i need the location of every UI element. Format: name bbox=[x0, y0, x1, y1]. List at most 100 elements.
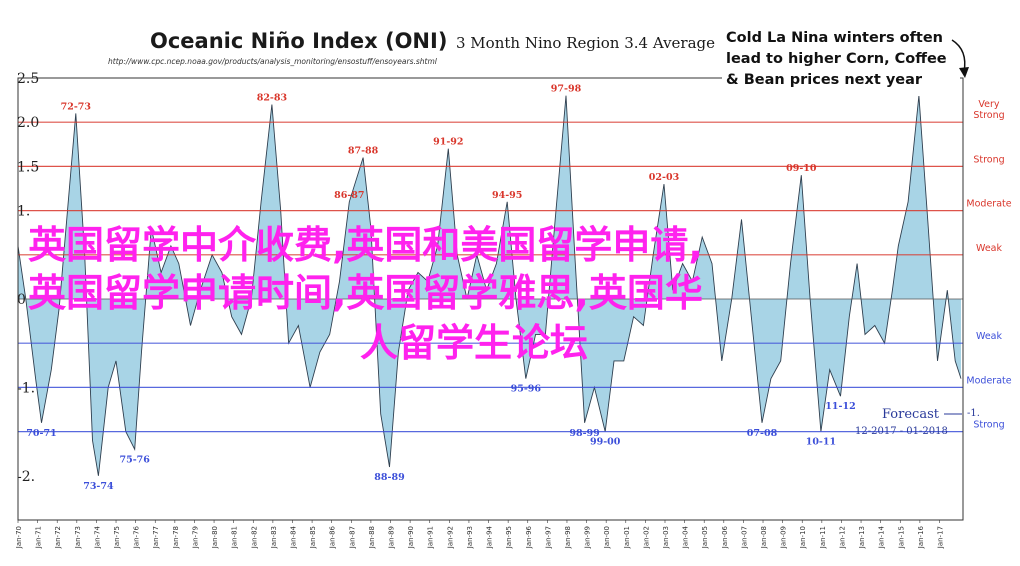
x-tick-6: Jan-76 bbox=[133, 525, 141, 549]
la-nina-label-3: 88-89 bbox=[374, 472, 405, 483]
note-line-3: & Bean prices next year bbox=[726, 72, 923, 88]
threshold-label-2-0: Moderate bbox=[966, 199, 1011, 210]
x-tick-20: Jan-90 bbox=[407, 526, 415, 549]
plot-frame bbox=[17, 77, 964, 521]
y-tick-1: 2.0 bbox=[17, 115, 39, 131]
y-tick-3: 1. bbox=[17, 204, 30, 220]
threshold-label-6-0: Strong bbox=[973, 420, 1004, 431]
el-nino-label-6: 97-98 bbox=[551, 84, 582, 95]
x-tick-18: Jan-88 bbox=[368, 526, 376, 549]
y-tick-9: -2. bbox=[17, 469, 35, 485]
y-axis: 2.5 2.0 1.5 1. 0 -1. -2. bbox=[17, 71, 39, 485]
x-tick-31: Jan-01 bbox=[623, 526, 631, 549]
x-tick-34: Jan-04 bbox=[682, 525, 690, 549]
x-tick-12: Jan-82 bbox=[250, 526, 258, 549]
la-nina-label-5: 98-99 bbox=[569, 428, 600, 439]
x-tick-37: Jan-07 bbox=[740, 526, 748, 549]
el-nino-label-8: 09-10 bbox=[786, 163, 817, 174]
threshold-lines: VeryStrongStrongModerateWeakWeakModerate… bbox=[18, 99, 1012, 433]
x-tick-40: Jan-10 bbox=[799, 526, 807, 549]
x-tick-7: Jan-77 bbox=[152, 526, 160, 549]
x-tick-33: Jan-03 bbox=[662, 526, 670, 549]
y-tick-0: 2.5 bbox=[17, 71, 39, 87]
la-nina-label-6: 99-00 bbox=[590, 437, 621, 448]
threshold-label-1-0: Strong bbox=[973, 154, 1004, 165]
forecast-range: 12-2017 - 01-2018 bbox=[855, 426, 948, 437]
forecast-label: Forecast bbox=[882, 407, 940, 422]
chart-subtitle: 3 Month Nino Region 3.4 Average bbox=[456, 34, 715, 52]
x-tick-29: Jan-99 bbox=[584, 526, 592, 549]
y-tick-2: 1.5 bbox=[17, 159, 39, 175]
x-tick-43: Jan-13 bbox=[858, 526, 866, 549]
x-axis: Jan-70 Jan-71 Jan-72 Jan-73 Jan-74 Jan-75 Jan-… bbox=[15, 520, 945, 549]
x-tick-32: Jan-02 bbox=[642, 526, 650, 549]
overlay-text: 英国留学中介收费,英国和美国留学申请, 英国留学申请时间,英国留学雅思,英国华 … bbox=[28, 223, 703, 365]
x-tick-26: Jan-96 bbox=[525, 525, 533, 549]
threshold-label-4-0: Weak bbox=[976, 331, 1003, 342]
x-tick-1: Jan-71 bbox=[35, 526, 43, 549]
overlay-line-2: 英国留学申请时间,英国留学雅思,英国华 bbox=[28, 271, 703, 315]
el-nino-label-3: 87-88 bbox=[348, 146, 379, 157]
x-tick-28: Jan-98 bbox=[564, 526, 572, 549]
threshold-label-3-0: Weak bbox=[976, 243, 1003, 254]
x-tick-10: Jan-80 bbox=[211, 526, 219, 549]
la-nina-label-7: 07-08 bbox=[747, 428, 778, 439]
note-background bbox=[722, 24, 960, 96]
source-url: http://www.cpc.ncep.noaa.gov/products/an… bbox=[108, 57, 438, 66]
x-tick-45: Jan-15 bbox=[897, 526, 905, 549]
x-tick-0: Jan-70 bbox=[15, 526, 23, 549]
x-tick-27: Jan-97 bbox=[544, 526, 552, 549]
x-tick-3: Jan-73 bbox=[74, 526, 82, 549]
la-nina-label-8: 10-11 bbox=[806, 437, 836, 448]
overlay-line-3: 人留学生论坛 bbox=[360, 321, 588, 365]
x-tick-44: Jan-14 bbox=[878, 525, 886, 549]
x-tick-47: Jan-17 bbox=[937, 526, 945, 549]
x-tick-21: Jan-91 bbox=[427, 526, 435, 549]
el-nino-label-0: 72-73 bbox=[61, 101, 91, 112]
x-tick-15: Jan-85 bbox=[309, 526, 317, 549]
threshold-label-5-0: Moderate bbox=[966, 375, 1011, 386]
x-tick-24: Jan-94 bbox=[486, 525, 494, 549]
x-tick-41: Jan-11 bbox=[819, 526, 827, 549]
la-nina-label-2: 75-76 bbox=[120, 454, 151, 465]
el-nino-label-7: 02-03 bbox=[649, 172, 679, 183]
x-tick-30: Jan-00 bbox=[603, 526, 611, 549]
la-nina-label-9: 11-12 bbox=[825, 401, 855, 412]
overlay-line-1: 英国留学中介收费,英国和美国留学申请, bbox=[28, 223, 703, 267]
threshold-label-0-0: Very bbox=[978, 99, 1000, 110]
forecast-value: -1. bbox=[967, 408, 980, 419]
forecast-annotation: Forecast 12-2017 - 01-2018 -1. bbox=[855, 407, 980, 437]
x-tick-36: Jan-06 bbox=[721, 525, 729, 549]
el-nino-label-2: 86-87 bbox=[334, 190, 364, 201]
threshold-label-0-1: Strong bbox=[973, 110, 1004, 121]
x-tick-14: Jan-84 bbox=[290, 525, 298, 549]
la-nina-label-0: 70-71 bbox=[26, 428, 56, 439]
x-tick-19: Jan-89 bbox=[388, 526, 396, 549]
chart-title: Oceanic Niño Index (ONI) bbox=[150, 29, 447, 53]
x-tick-9: Jan-79 bbox=[192, 526, 200, 549]
x-tick-35: Jan-05 bbox=[701, 526, 709, 549]
note-line-1: Cold La Nina winters often bbox=[726, 30, 943, 46]
x-tick-11: Jan-81 bbox=[231, 526, 239, 549]
x-tick-42: Jan-12 bbox=[838, 526, 846, 549]
la-nina-label-4: 95-96 bbox=[511, 384, 542, 395]
x-tick-2: Jan-72 bbox=[54, 526, 62, 549]
oni-area-0 bbox=[18, 95, 961, 476]
el-nino-label-1: 82-83 bbox=[257, 93, 287, 104]
event-labels: 72-73 82-83 86-87 87-88 91-92 94-95 97-98 02-03… bbox=[26, 84, 934, 492]
x-tick-23: Jan-93 bbox=[466, 526, 474, 549]
la-nina-label-1: 73-74 bbox=[83, 481, 114, 492]
y-tick-5: 0 bbox=[17, 292, 26, 308]
x-tick-13: Jan-83 bbox=[270, 526, 278, 549]
x-tick-46: Jan-16 bbox=[917, 525, 925, 549]
x-tick-39: Jan-09 bbox=[780, 526, 788, 549]
note-box: Cold La Nina winters often lead to highe… bbox=[722, 24, 969, 96]
x-tick-5: Jan-75 bbox=[113, 526, 121, 549]
el-nino-label-5: 94-95 bbox=[492, 190, 522, 201]
y-tick-7: -1. bbox=[17, 380, 35, 396]
x-tick-8: Jan-78 bbox=[172, 526, 180, 549]
x-tick-38: Jan-08 bbox=[760, 526, 768, 549]
x-tick-4: Jan-74 bbox=[93, 525, 101, 549]
x-tick-16: Jan-86 bbox=[329, 525, 337, 549]
